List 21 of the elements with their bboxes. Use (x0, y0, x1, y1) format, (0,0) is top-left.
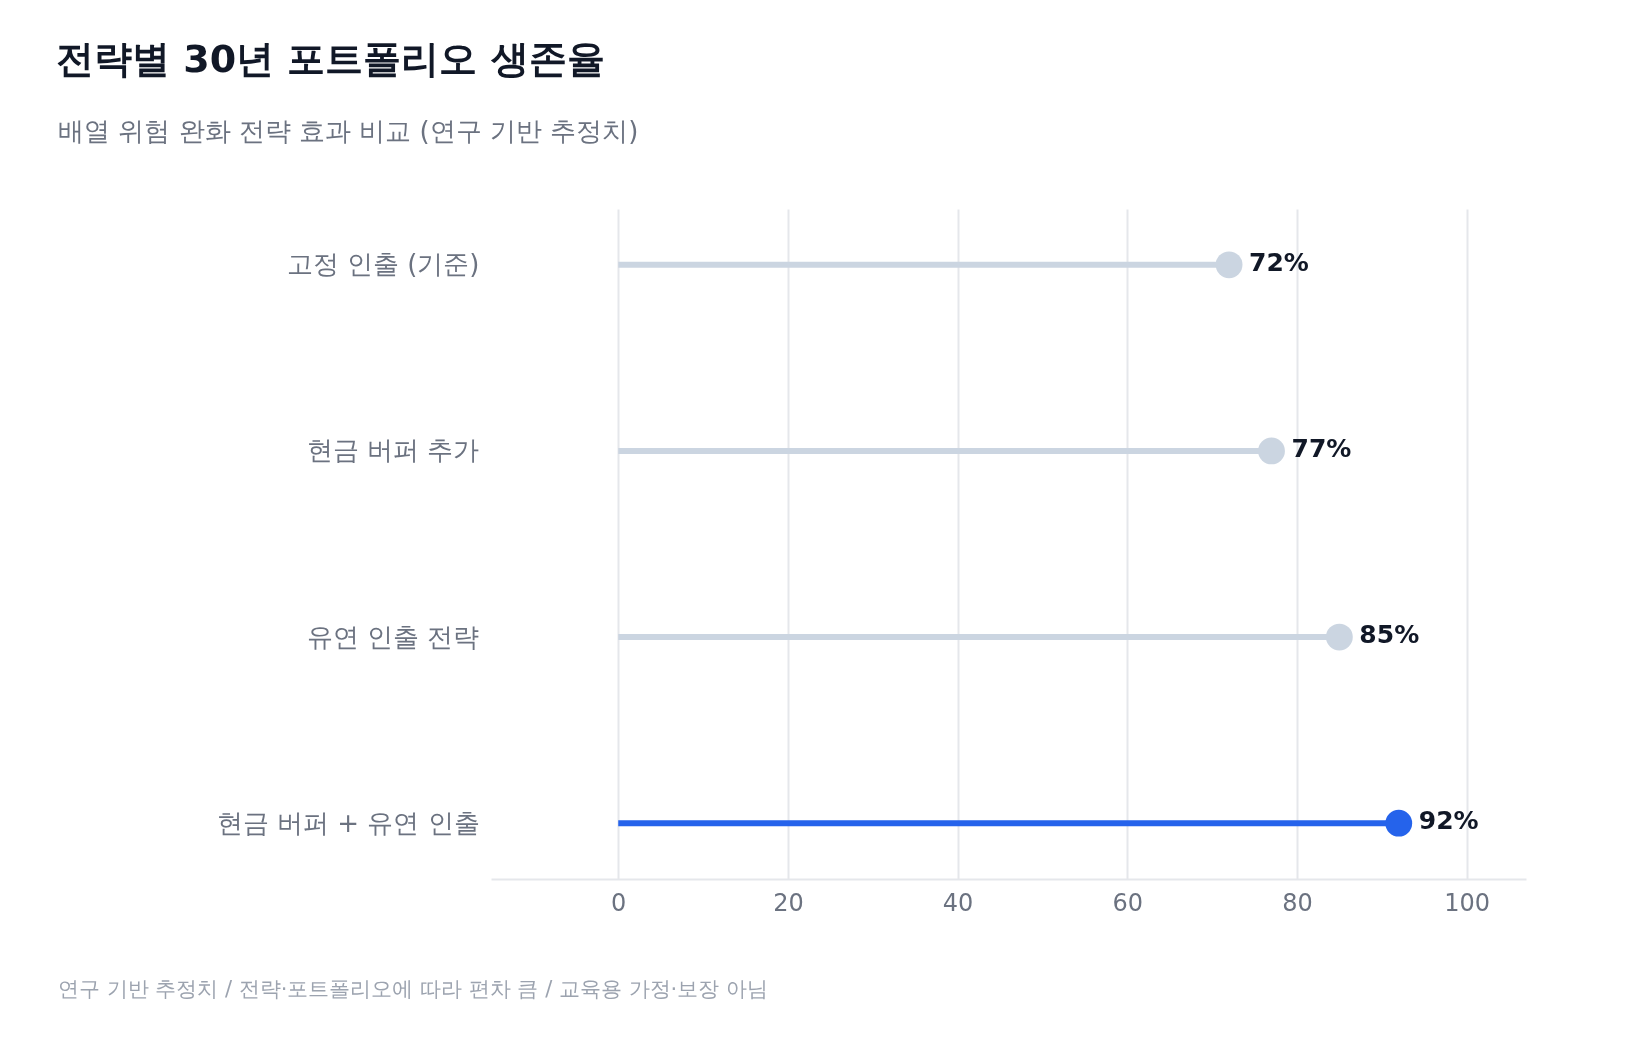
point (1258, 437, 1285, 465)
x-tick-label: 60 (1112, 888, 1144, 917)
y-tick-label: 현금 버퍼 + 유연 인출 (216, 807, 480, 838)
data-label: 92% (1418, 806, 1479, 836)
point (1215, 251, 1243, 279)
chart-subtitle: 배열 위험 완화 전략 효과 비교 (연구 기반 추정치) (58, 115, 639, 148)
data-label: 85% (1359, 620, 1420, 650)
point (1385, 809, 1413, 837)
y-tick-label: 유연 인출 전략 (306, 621, 480, 652)
data-label: 77% (1291, 433, 1352, 463)
text: 연구 기반 추정치 / 전략·포트폴리오에 따라 편차 큼 / 교육용 가정·보장 아님 (58, 976, 768, 1003)
chart-title: 전략별 30년 포트폴리오 생존율 (56, 36, 605, 83)
y-tick-label: 현금 버퍼 추가 (306, 435, 480, 466)
x-tick-label: 0 (611, 888, 627, 917)
x-tick-label: 100 (1444, 888, 1491, 917)
data-label: 72% (1249, 247, 1309, 277)
point (1325, 623, 1353, 651)
x-tick-label: 80 (1282, 888, 1313, 917)
x-tick-label: 20 (773, 888, 804, 917)
x-tick-label: 40 (942, 888, 974, 917)
y-tick-label: 고정 인출 (기준) (286, 249, 480, 280)
